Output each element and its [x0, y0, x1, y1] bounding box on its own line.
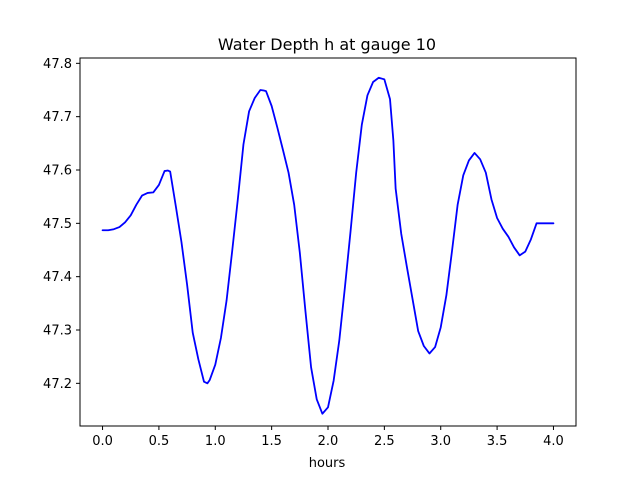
- series-line-0: [101, 76, 555, 415]
- y-tick-label: 47.8: [43, 57, 72, 72]
- y-tick-label: 47.6: [43, 164, 72, 179]
- x-tick-label: 0.5: [149, 434, 170, 449]
- x-axis-label: hours: [309, 456, 346, 471]
- plot-area: [101, 76, 555, 415]
- x-tick-label: 3.5: [487, 434, 508, 449]
- x-tick-label: 3.0: [430, 434, 451, 449]
- y-tick-label: 47.7: [43, 110, 72, 125]
- y-tick-label: 47.2: [43, 377, 72, 392]
- x-tick-label: 1.0: [205, 434, 226, 449]
- y-tick-label: 47.5: [43, 217, 72, 232]
- chart-title: Water Depth h at gauge 10: [218, 35, 436, 54]
- x-tick-label: 1.5: [261, 434, 282, 449]
- x-axis: 0.0 0.5 1.0 1.5 2.0 2.5 3.0 3.5 4.0: [92, 426, 564, 449]
- x-tick-label: 2.0: [318, 434, 339, 449]
- x-tick-label: 2.5: [374, 434, 395, 449]
- y-axis: 47.2 47.3 47.4 47.5 47.6 47.7 47.8: [43, 57, 80, 392]
- y-tick-label: 47.3: [43, 324, 72, 339]
- x-tick-label: 4.0: [543, 434, 564, 449]
- x-tick-label: 0.0: [92, 434, 113, 449]
- y-tick-label: 47.4: [43, 270, 72, 285]
